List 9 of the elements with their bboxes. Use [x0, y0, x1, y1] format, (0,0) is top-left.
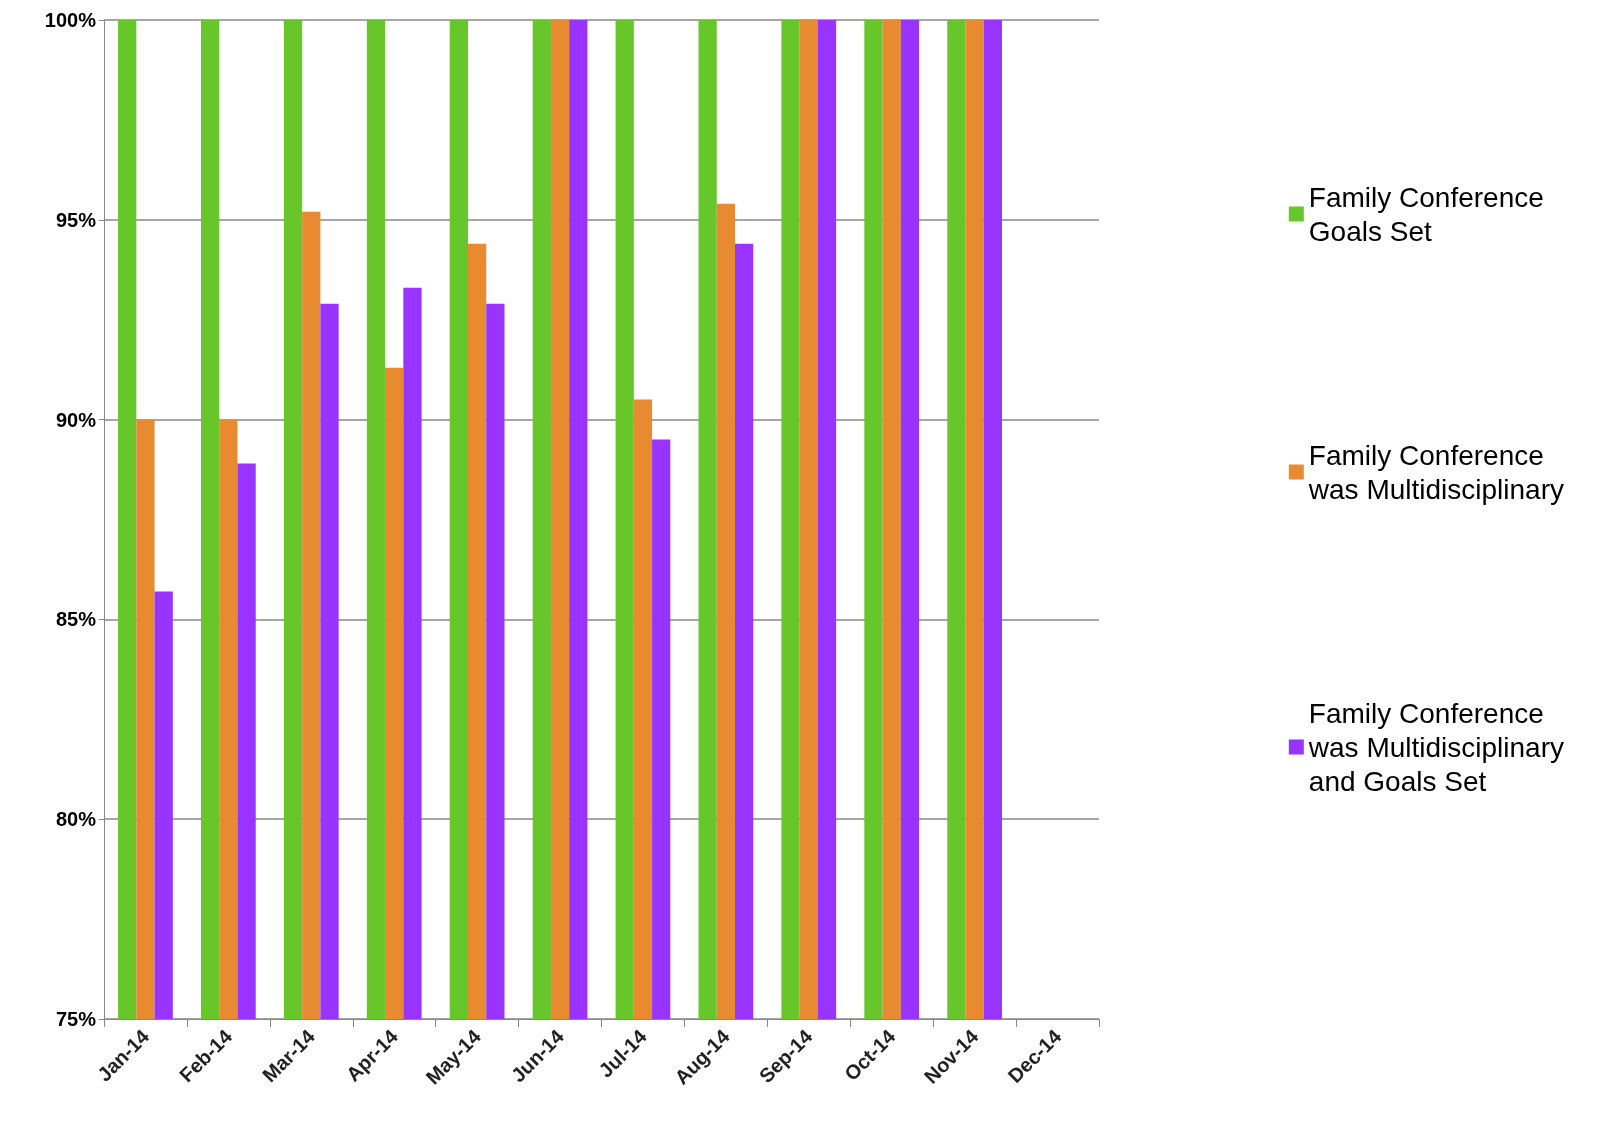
y-tick-label: 90% [55, 408, 97, 431]
legend-label: Family Conference was Multidisciplinary and Goals Set [1307, 697, 1564, 797]
legend-label: Family Conference was Multidisciplinary [1307, 439, 1564, 505]
y-tick-label: 95% [55, 208, 97, 231]
y-tick-label: 85% [55, 608, 97, 631]
legend-label: Family Conference Goals Set [1308, 181, 1544, 247]
y-tick-label: 75% [55, 1008, 97, 1030]
y-tick-label: 100% [44, 9, 97, 31]
y-tick-label: 80% [55, 808, 97, 831]
